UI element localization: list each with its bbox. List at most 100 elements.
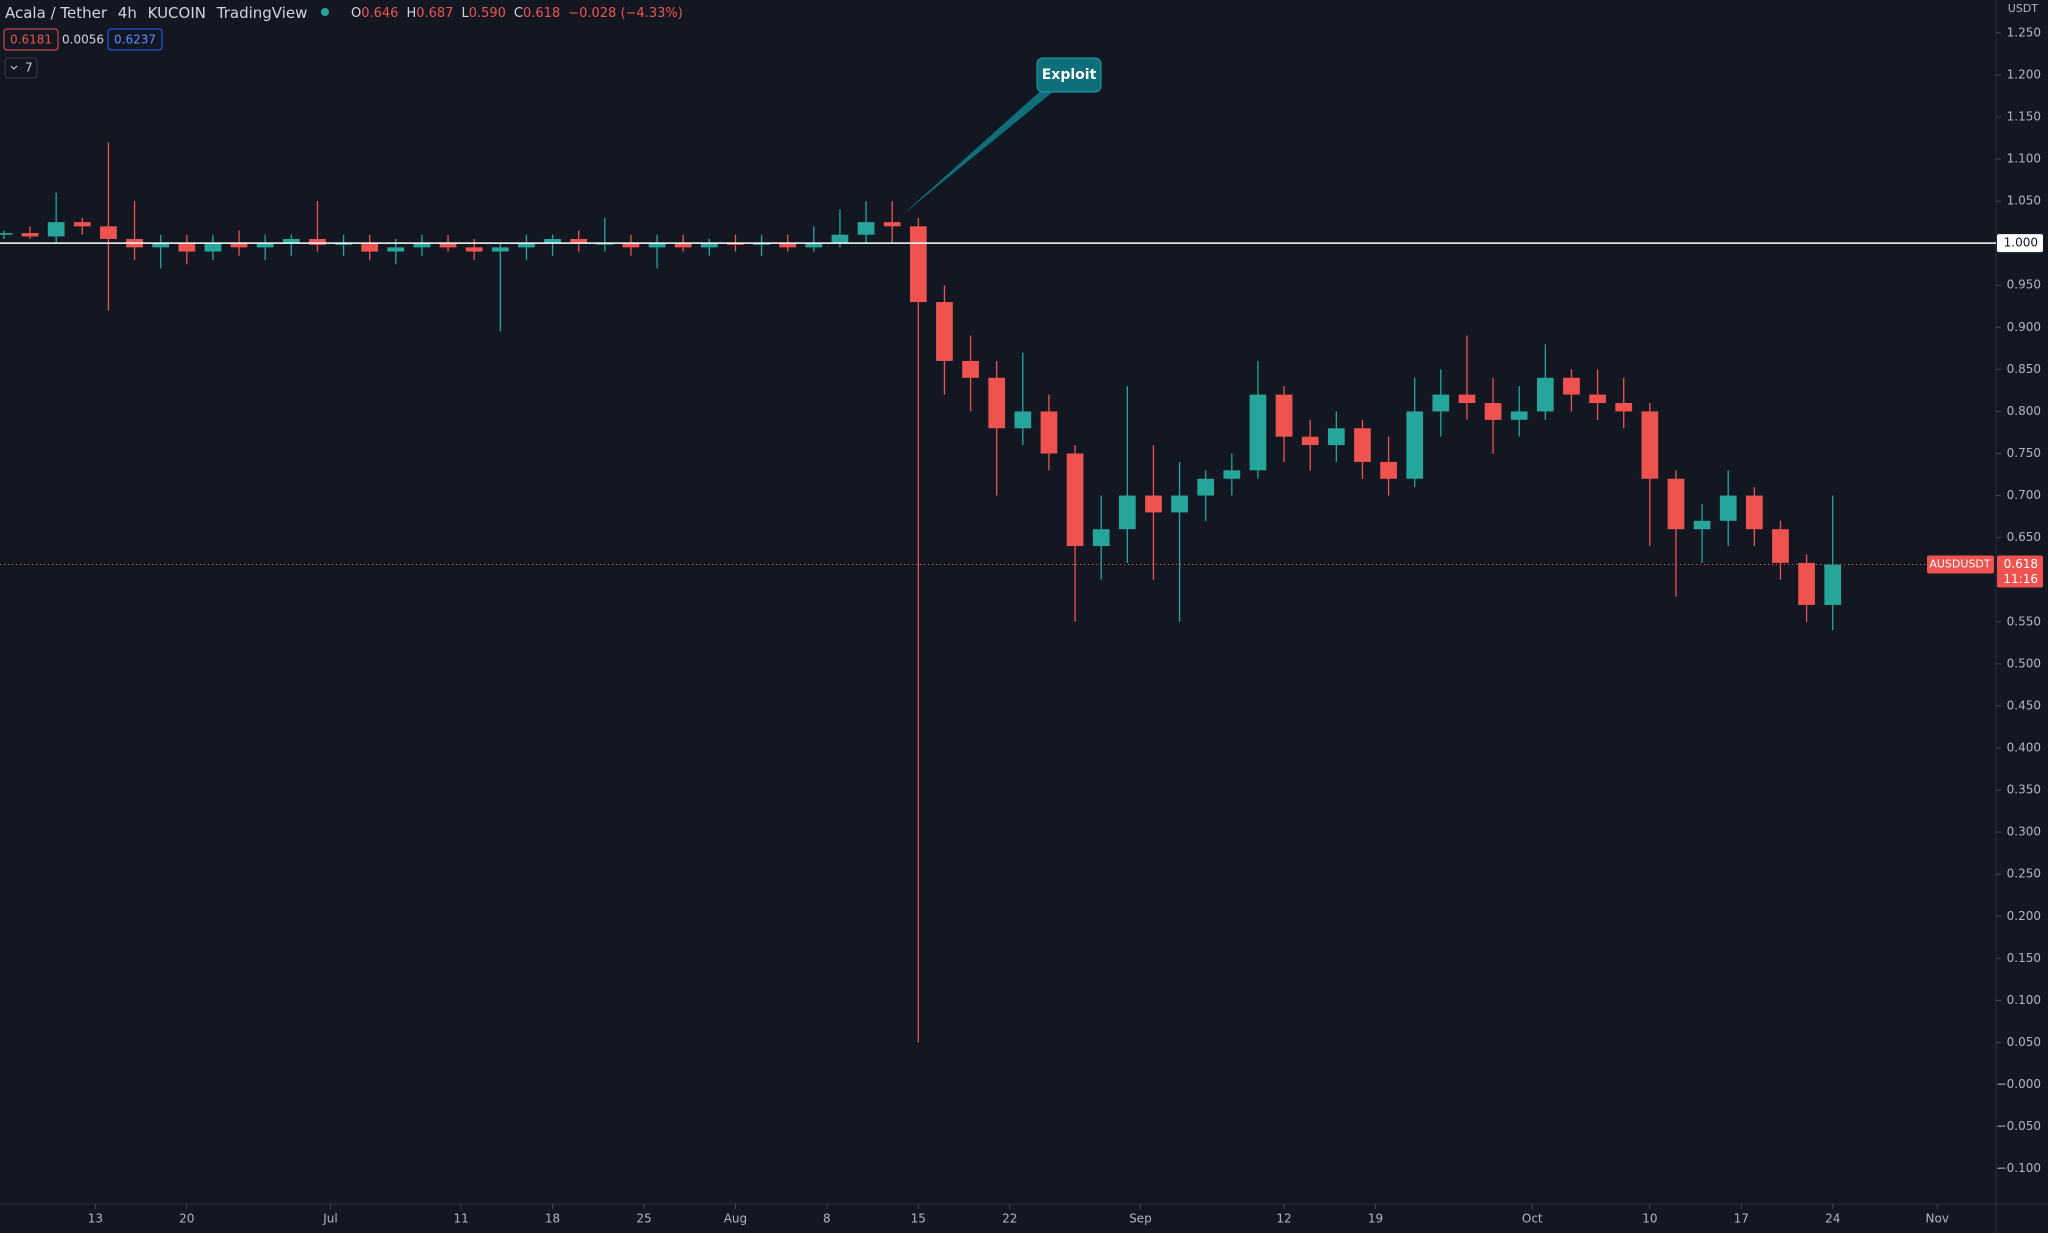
last-price-label: 0.618 [2004, 557, 2038, 571]
candle-body [21, 233, 39, 237]
collapsed-count[interactable]: 7 [25, 61, 33, 75]
y-tick-label: 0.200 [2007, 909, 2041, 923]
y-tick-label: 0.850 [2007, 362, 2041, 376]
ohlc-value: 0.618 [523, 6, 560, 21]
candle-body [1354, 428, 1371, 462]
y-tick-label: 1.150 [2007, 109, 2041, 123]
candle-body [648, 243, 666, 248]
exchange: KUCOIN [148, 4, 206, 22]
callout-pointer [901, 86, 1060, 216]
indicator-box [107, 28, 163, 51]
y-tick-label: 0.950 [2007, 278, 2041, 292]
candle-body [883, 222, 901, 227]
symbol: Acala / Tether [5, 4, 108, 22]
candle-body [230, 243, 248, 248]
candle-body [727, 243, 744, 245]
y-tick-label: 1.100 [2007, 152, 2041, 166]
x-tick-label: Aug [724, 1212, 747, 1226]
candle-body [1145, 495, 1162, 513]
candle-body [962, 360, 979, 378]
x-tick-label: Nov [1926, 1212, 1949, 1226]
candle-body [1536, 377, 1554, 412]
candle-body [1772, 529, 1789, 563]
ohlc-value: 0.646 [361, 6, 398, 21]
y-tick-label: 0.900 [2007, 320, 2041, 334]
y-tick-label: 0.750 [2007, 446, 2041, 460]
chevron [10, 65, 18, 70]
candle-body [857, 222, 875, 235]
candle-body [1563, 377, 1580, 395]
candle-body [674, 243, 692, 248]
y-tick-label: 0.350 [2007, 783, 2041, 797]
x-tick-label: 13 [88, 1212, 103, 1226]
x-tick-label: 20 [179, 1212, 194, 1226]
y-tick-label: 0.250 [2007, 867, 2041, 881]
last-price-tag [1997, 555, 2043, 588]
annotation: Exploit [901, 57, 1102, 216]
y-tick-label: 0.400 [2007, 740, 2041, 754]
candle-body [309, 238, 326, 245]
candle-body [1824, 564, 1842, 605]
ohlc-line: O0.646 H0.687 L0.590 C0.618 −0.028 (−4.33%) [351, 6, 683, 21]
y-tick-label: 1.050 [2007, 194, 2041, 208]
candle-body [805, 243, 823, 248]
ohlc-key: L [461, 6, 469, 21]
candle-body [1040, 411, 1058, 454]
status-dot [321, 8, 329, 16]
candle-body [1693, 520, 1711, 530]
candle-body [1484, 403, 1502, 420]
candle-body [1066, 453, 1084, 547]
y-tick-label: 0.800 [2007, 404, 2041, 418]
symbol-line: Acala / Tether 4h KUCOIN TradingView [5, 4, 307, 22]
y-tick-label: 0.550 [2007, 614, 2041, 628]
candle-body [0, 233, 13, 235]
candle-body [152, 243, 170, 248]
candle-body [439, 243, 457, 248]
currency-label[interactable]: USDT [2008, 2, 2039, 15]
y-tick-label: 1.200 [2007, 67, 2041, 81]
candle-body [1301, 436, 1319, 446]
candle-body [1014, 411, 1032, 429]
x-tick-label: 22 [1002, 1212, 1017, 1226]
price-line-tag [1997, 234, 2043, 253]
ohlc-change: −0.028 (−4.33%) [568, 6, 683, 21]
candle-body [1458, 394, 1476, 404]
candle-body [988, 377, 1006, 429]
candle-body [73, 222, 91, 227]
candle-body [1745, 495, 1763, 530]
candle-body [1223, 470, 1241, 479]
indicator-value: 0.6181 [10, 33, 52, 47]
candle-body [622, 243, 640, 248]
callout-box [1036, 57, 1102, 93]
ohlc-value: 0.687 [416, 6, 453, 21]
candle-body [1249, 394, 1267, 471]
candle-body [178, 243, 196, 252]
candle-body [256, 243, 274, 248]
callout-text: Exploit [1042, 67, 1097, 83]
candle-body [1275, 394, 1293, 437]
interval: 4h [118, 4, 137, 22]
collapse-button[interactable] [4, 57, 38, 79]
x-tick-label: 17 [1734, 1212, 1749, 1226]
y-tick-label: 1.250 [2007, 25, 2041, 39]
candle-body [1327, 428, 1345, 446]
x-tick-label: Jul [322, 1212, 337, 1226]
ohlc-key: O [351, 6, 361, 21]
y-tick-label: 0.150 [2007, 951, 2041, 965]
candle-body [753, 243, 770, 245]
source: TradingView [216, 4, 308, 22]
candle-body [1510, 411, 1528, 420]
ohlc-key: H [406, 6, 416, 21]
candle-body [831, 234, 849, 244]
indicator-value: 0.0056 [62, 33, 104, 47]
y-tick-label: 0.300 [2007, 825, 2041, 839]
ohlc-value: 0.590 [469, 6, 506, 21]
x-tick-label: 18 [545, 1212, 560, 1226]
candle-body [518, 243, 535, 248]
candle-body [1406, 411, 1424, 479]
candle-body [909, 226, 927, 303]
countdown: 11:16 [2003, 572, 2038, 586]
candle-body [570, 238, 588, 244]
x-tick-label: Oct [1522, 1212, 1543, 1226]
